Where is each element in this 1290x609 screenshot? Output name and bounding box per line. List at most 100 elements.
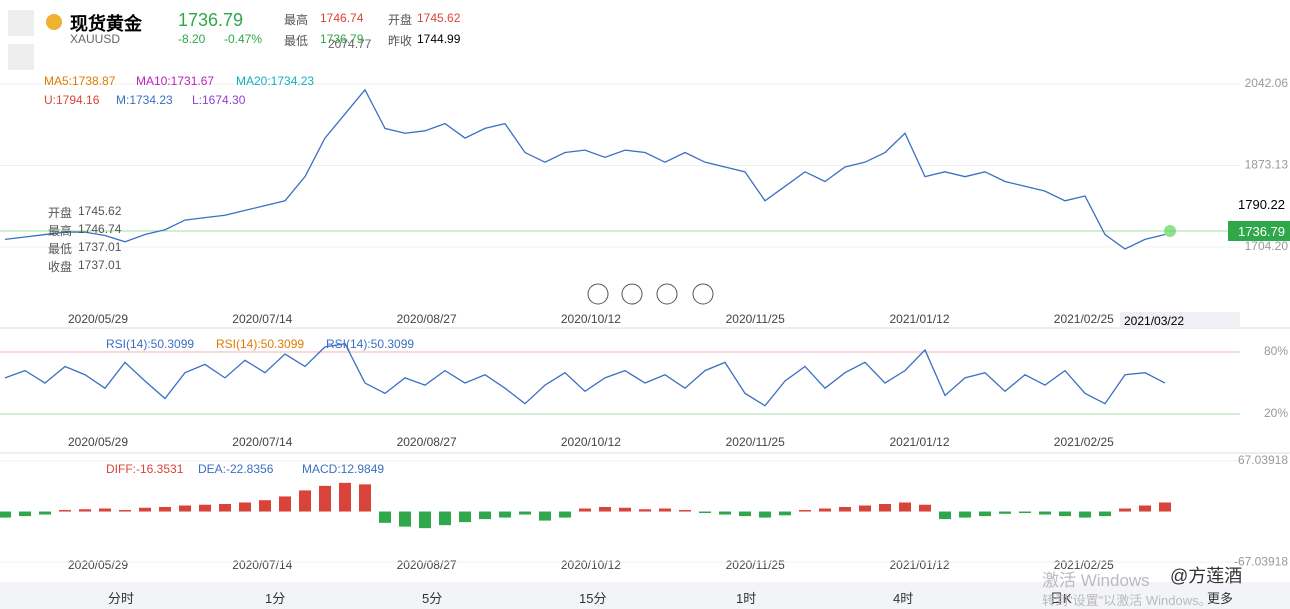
- bar: [1039, 511, 1051, 515]
- close-btn[interactable]: [8, 10, 34, 36]
- bar: [199, 504, 211, 512]
- x-tick-label: 2020/11/25: [726, 435, 785, 449]
- x-tick-label: 2021/01/12: [889, 312, 949, 326]
- bar: [579, 508, 591, 512]
- x-tick-label: 2020/11/25: [726, 312, 785, 326]
- bar: [339, 482, 351, 512]
- y-tick-label: 1873.13: [1245, 158, 1289, 172]
- bar: [719, 511, 731, 515]
- x-tick-label: 2020/05/29: [68, 558, 128, 572]
- bar: [1139, 505, 1151, 512]
- tab[interactable]: 日K: [1050, 591, 1072, 606]
- tab[interactable]: 1分: [265, 591, 286, 606]
- x-tick-label: 2020/07/14: [232, 558, 292, 572]
- rsi-legend: RSI(14):50.3099: [216, 337, 305, 351]
- line: [4, 343, 1166, 407]
- bar: [679, 510, 691, 512]
- bar: [479, 511, 491, 520]
- rsi-legend: RSI(14):50.3099: [326, 337, 415, 351]
- info-label: 最低: [48, 242, 73, 256]
- alert-price: 1790.22: [1238, 197, 1285, 212]
- bar: [279, 496, 291, 512]
- y-tick-label: 67.03918: [1238, 453, 1288, 467]
- bar: [1079, 511, 1091, 518]
- ma5: MA5:1738.87: [44, 74, 116, 88]
- bar: [819, 508, 831, 512]
- bar: [19, 511, 31, 517]
- label: 昨收: [388, 34, 413, 48]
- info-value: 1745.62: [78, 204, 122, 218]
- bar: [39, 511, 51, 515]
- bar: [299, 490, 311, 512]
- bar: [659, 508, 671, 512]
- tab[interactable]: 15分: [579, 591, 607, 606]
- label: 最高: [284, 13, 309, 27]
- bar: [619, 507, 631, 512]
- bar: [799, 510, 811, 512]
- title: 现货黄金: [70, 14, 142, 34]
- value: 1744.99: [417, 32, 461, 46]
- bar: [79, 509, 91, 512]
- bar: [439, 511, 451, 526]
- x-tick-label: 2020/10/12: [561, 312, 621, 326]
- tab[interactable]: 更多: [1207, 591, 1234, 606]
- zoom-in[interactable]: [692, 283, 714, 305]
- x-tick-label: 2020/07/14: [232, 435, 292, 449]
- bar: [959, 511, 971, 518]
- y-tick-label: -67.03918: [1234, 554, 1288, 568]
- shrink-btn[interactable]: [8, 44, 34, 70]
- bar: [459, 511, 471, 523]
- y-tick-label: 1704.20: [1245, 239, 1289, 253]
- macd-legend: DIFF:-16.3531: [106, 462, 184, 476]
- prev[interactable]: [621, 283, 643, 305]
- info-value: 1737.01: [78, 258, 122, 272]
- bar: [859, 505, 871, 512]
- x-tick-label: 2021/02/25: [1054, 312, 1114, 326]
- bar: [759, 511, 771, 518]
- bar: [99, 508, 111, 512]
- cursor-date: 2021/03/22: [1124, 314, 1185, 328]
- bar: [319, 485, 331, 512]
- y-tick-label: 2042.06: [1245, 76, 1289, 90]
- bar: [539, 511, 551, 521]
- x-tick-label: 2021/01/12: [889, 558, 949, 572]
- bar: [419, 511, 431, 529]
- bar: [1159, 502, 1171, 512]
- tab[interactable]: 4时: [893, 591, 914, 606]
- x-tick-label: 2020/08/27: [397, 435, 457, 449]
- bar: [1019, 511, 1031, 514]
- bar: [0, 511, 11, 518]
- label: 开盘: [388, 13, 413, 27]
- watermark: 激活 Windows: [1042, 571, 1150, 590]
- zoom-out[interactable]: [587, 283, 609, 305]
- bar: [839, 507, 851, 512]
- tab[interactable]: 5分: [422, 591, 443, 606]
- next[interactable]: [656, 283, 678, 305]
- bar: [119, 510, 131, 512]
- bar: [379, 511, 391, 523]
- x-tick-label: 2021/02/25: [1054, 435, 1114, 449]
- bar: [159, 507, 171, 512]
- bar: [139, 507, 151, 512]
- bar: [999, 511, 1011, 514]
- boll-m: M:1734.23: [116, 93, 173, 107]
- max-price: 2074.77: [328, 37, 372, 51]
- bar: [599, 507, 611, 512]
- info-value: 1737.01: [78, 240, 122, 254]
- value: 1745.62: [417, 11, 461, 25]
- x-tick-label: 2020/10/12: [561, 435, 621, 449]
- label: 最低: [284, 34, 309, 48]
- tab[interactable]: 1时: [736, 591, 757, 606]
- controls[interactable]: [587, 283, 714, 305]
- date-tag: [1120, 312, 1240, 328]
- bar: [739, 511, 751, 517]
- boll-u: U:1794.16: [44, 93, 100, 107]
- x-tick-label: 2020/07/14: [232, 312, 292, 326]
- bar: [699, 511, 711, 514]
- value: 1746.74: [320, 11, 364, 25]
- tab[interactable]: 分时: [108, 591, 135, 606]
- info-label: 收盘: [48, 260, 73, 274]
- y-tick-label: 80%: [1264, 344, 1288, 358]
